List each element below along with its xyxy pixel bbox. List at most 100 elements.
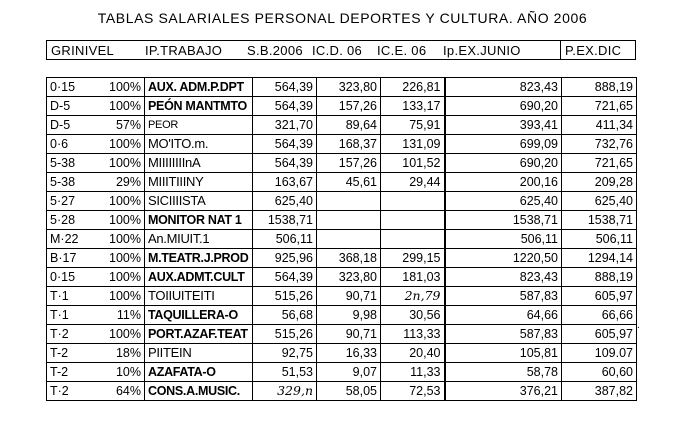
cell-puesto: TOIIUITEITI xyxy=(144,286,253,306)
cell-paga-extra-junio: 823,43 xyxy=(444,267,562,287)
cell-ic-e: 72,53 xyxy=(380,381,446,401)
cell-grupo: 0·6 xyxy=(46,134,97,154)
cell-ic-d: 368,18 xyxy=(316,248,381,268)
header-sb2006: S.B.2006 xyxy=(247,43,303,58)
cell-puesto: AUX.ADMT.CULT xyxy=(144,267,253,287)
header-grinivel: GRINIVEL xyxy=(51,43,115,58)
cell-paga-extra-junio: 1538,71 xyxy=(444,210,562,230)
cell-grupo: T-2 xyxy=(46,343,97,363)
cell-paga-extra-dic: 60,60 xyxy=(561,362,637,382)
cell-percentage: 29% xyxy=(96,172,145,192)
cell-ic-e xyxy=(380,210,446,230)
cell-ic-e xyxy=(380,229,446,249)
cell-puesto: AUX. ADM.P.DPT xyxy=(144,77,253,97)
cell-ic-e: 20,40 xyxy=(380,343,446,363)
cell-puesto: MO'ITO.m. xyxy=(144,134,253,154)
cell-paga-extra-junio: 64,66 xyxy=(444,305,562,325)
cell-percentage: 57% xyxy=(96,115,145,135)
salary-table: 0·15 100% AUX. ADM.P.DPT 564,39 323,80 226,81… xyxy=(46,77,637,401)
header-icd06: IC.D. 06 xyxy=(312,43,363,58)
table-row: T·2 100% PORT.AZAF.TEAT 515,26 90,71 113,33 58… xyxy=(46,324,637,344)
cell-puesto: An.MIUIT.1 xyxy=(144,229,253,249)
cell-paga-extra-junio: 587,83 xyxy=(444,286,562,306)
cell-paga-extra-junio: 200,16 xyxy=(444,172,562,192)
cell-paga-extra-dic: 411,34 xyxy=(561,115,637,135)
header-ice06: IC.E. 06 xyxy=(377,43,427,58)
cell-percentage: 100% xyxy=(96,153,145,173)
cell-grupo: T·1 xyxy=(46,286,97,306)
header-pex-junio: Ip.EX.JUNIO xyxy=(443,43,521,58)
cell-grupo: 0·15 xyxy=(46,77,97,97)
cell-percentage: 100% xyxy=(96,210,145,230)
cell-salario-base: 56,68 xyxy=(252,305,317,325)
cell-puesto: MIIIIIIIInA xyxy=(144,153,253,173)
cell-ic-e: 29,44 xyxy=(380,172,446,192)
cell-ic-d: 323,80 xyxy=(316,267,381,287)
cell-salario-base: 625,40 xyxy=(252,191,317,211)
cell-paga-extra-dic: 721,65 xyxy=(561,96,637,116)
cell-ic-d xyxy=(316,191,381,211)
cell-paga-extra-dic: 625,40 xyxy=(561,191,637,211)
cell-paga-extra-junio: 699,09 xyxy=(444,134,562,154)
cell-paga-extra-dic: 1538,71 xyxy=(561,210,637,230)
cell-ic-d: 45,61 xyxy=(316,172,381,192)
cell-paga-extra-dic: 605,97 xyxy=(561,324,637,344)
cell-percentage: 100% xyxy=(96,267,145,287)
cell-puesto: PEÓN MANTMTO xyxy=(144,96,253,116)
table-row: 5·28 100% MONITOR NAT 1 1538,71 1538,71 1538,… xyxy=(46,210,637,230)
cell-ic-d: 58,05 xyxy=(316,381,381,401)
cell-grupo: 5·28 xyxy=(46,210,97,230)
cell-percentage: 11% xyxy=(96,305,145,325)
header-pex-dic: P.EX.DIC xyxy=(565,43,622,58)
cell-salario-base: 925,96 xyxy=(252,248,317,268)
cell-grupo: 5-38 xyxy=(46,153,97,173)
cell-ic-e: 75,91 xyxy=(380,115,446,135)
cell-ic-e: 30,56 xyxy=(380,305,446,325)
cell-percentage: 100% xyxy=(96,248,145,268)
table-row: T-2 18% PIITEIN 92,75 16,33 20,40 105,81 109.07 xyxy=(46,343,637,363)
table-row: 0·15 100% AUX.ADMT.CULT 564,39 323,80 181,03 8… xyxy=(46,267,637,287)
cell-salario-base: 506,11 xyxy=(252,229,317,249)
cell-puesto: TAQUILLERA-O xyxy=(144,305,253,325)
cell-paga-extra-dic: 209,28 xyxy=(561,172,637,192)
cell-salario-base: 515,26 xyxy=(252,286,317,306)
stray-mark: . xyxy=(637,320,640,331)
cell-grupo: 0·15 xyxy=(46,267,97,287)
page-title: TABLAS SALARIALES PERSONAL DEPORTES Y CU… xyxy=(97,10,588,26)
header-separator xyxy=(560,41,561,59)
table-row: 0·6 100% MO'ITO.m. 564,39 168,37 131,09 699,09… xyxy=(46,134,637,154)
table-row: M·22 100% An.MIUIT.1 506,11 506,11 506,11 xyxy=(46,229,637,249)
cell-ic-e: 11,33 xyxy=(380,362,446,382)
cell-paga-extra-dic: 387,82 xyxy=(561,381,637,401)
cell-puesto: PORT.AZAF.TEAT xyxy=(144,324,253,344)
cell-grupo: 5·27 xyxy=(46,191,97,211)
cell-puesto: PIITEIN xyxy=(144,343,253,363)
cell-ic-e: 133,17 xyxy=(380,96,446,116)
cell-percentage: 100% xyxy=(96,77,145,97)
cell-grupo: T·2 xyxy=(46,324,97,344)
cell-paga-extra-junio: 625,40 xyxy=(444,191,562,211)
cell-ic-d: 168,37 xyxy=(316,134,381,154)
cell-percentage: 100% xyxy=(96,191,145,211)
cell-salario-base: 564,39 xyxy=(252,153,317,173)
cell-grupo: T·2 xyxy=(46,381,97,401)
cell-percentage: 64% xyxy=(96,381,145,401)
cell-ic-e: 113,33 xyxy=(380,324,446,344)
cell-grupo: T-2 xyxy=(46,362,97,382)
cell-percentage: 100% xyxy=(96,134,145,154)
cell-grupo: D-5 xyxy=(46,96,97,116)
cell-ic-d: 90,71 xyxy=(316,286,381,306)
table-row: D-5 100% PEÓN MANTMTO 564,39 157,26 133,17 690… xyxy=(46,96,637,116)
cell-percentage: 100% xyxy=(96,324,145,344)
cell-ic-d: 90,71 xyxy=(316,324,381,344)
cell-paga-extra-dic: 605,97 xyxy=(561,286,637,306)
cell-paga-extra-dic: 66,66 xyxy=(561,305,637,325)
cell-ic-d: 323,80 xyxy=(316,77,381,97)
cell-salario-base: 564,39 xyxy=(252,267,317,287)
cell-puesto: CONS.A.MUSIC. xyxy=(144,381,253,401)
cell-grupo: M·22 xyxy=(46,229,97,249)
cell-paga-extra-junio: 58,78 xyxy=(444,362,562,382)
cell-ic-d: 157,26 xyxy=(316,153,381,173)
cell-paga-extra-dic: 1294,14 xyxy=(561,248,637,268)
cell-paga-extra-dic: 888,19 xyxy=(561,77,637,97)
